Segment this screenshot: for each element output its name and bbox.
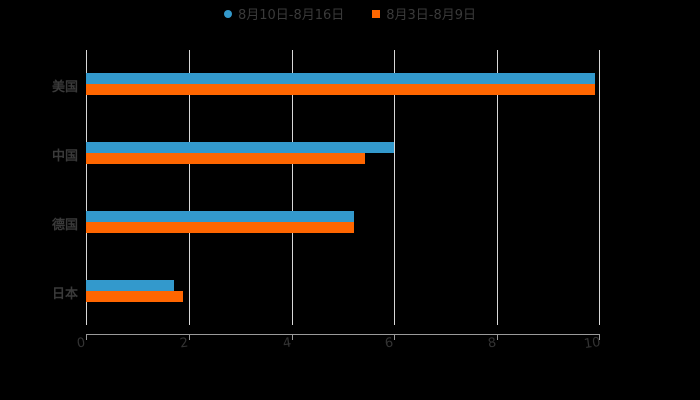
bar[interactable] [86,291,184,302]
x-tick-label: 8 [486,335,498,352]
gridline [292,50,293,325]
gridline [86,50,87,325]
x-axis [86,334,600,335]
x-tick-label: 0 [75,335,87,352]
legend-label: 8月10日-8月16日 [237,8,345,23]
square-marker-icon [372,9,381,18]
bar[interactable] [86,84,595,95]
bar[interactable] [86,153,366,164]
x-tick [292,334,293,340]
circle-marker-icon [223,9,232,18]
bar[interactable] [86,142,395,153]
x-tick [189,334,190,340]
x-tick [497,334,498,340]
x-tick [599,334,600,340]
bar[interactable] [86,73,595,84]
x-tick-label: 6 [383,335,395,352]
x-tick [394,334,395,340]
gridline [394,50,395,325]
plot-area [86,50,600,325]
category-label: 中国 [51,149,78,164]
category-label: 日本 [51,287,78,302]
x-tick-label: 4 [281,335,293,352]
x-tick-label: 10 [583,334,602,353]
x-tick [86,334,87,340]
category-label: 德国 [51,218,78,233]
legend: 8月10日-8月16日 8月3日-8月9日 [0,4,700,23]
legend-item-series2[interactable]: 8月3日-8月9日 [372,4,476,23]
legend-label: 8月3日-8月9日 [386,8,477,23]
legend-item-series1[interactable]: 8月10日-8月16日 [223,4,345,23]
bar[interactable] [86,222,354,233]
gridline [189,50,190,325]
bar[interactable] [86,211,354,222]
bar[interactable] [86,280,174,291]
category-label: 美国 [51,80,78,95]
gridline [599,50,600,325]
gridline [497,50,498,325]
x-tick-label: 2 [178,335,190,352]
